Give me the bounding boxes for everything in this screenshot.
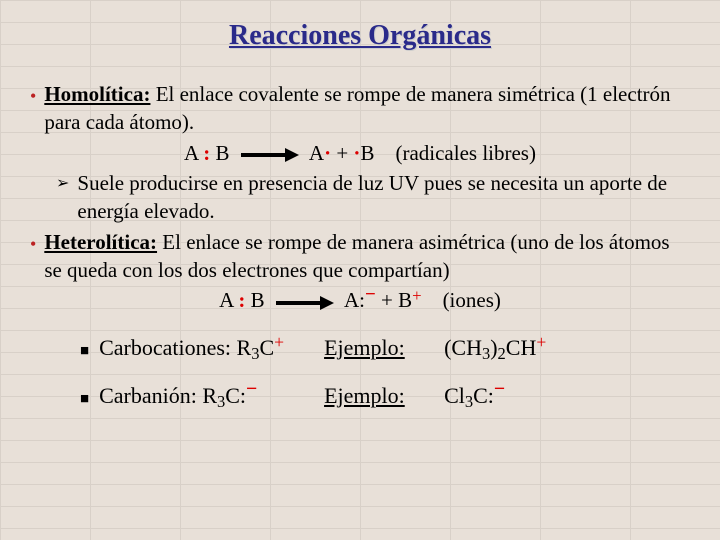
eq-ha-note: (radicales libres) (395, 141, 536, 165)
eq-he-A: A (219, 288, 238, 312)
ca-ex-C: C: (473, 383, 494, 408)
ca-ex-pre: Cl (444, 383, 465, 408)
arrow-icon (276, 296, 334, 310)
cc-example-label: Ejemplo: (324, 333, 444, 363)
square-bullet-icon: ■ (80, 341, 89, 361)
ca-pre: Carbanión: R (99, 383, 217, 408)
eq-ha-rB: B (360, 141, 374, 165)
homolitica-subpoint: ➢ Suele producirse en presencia de luz U… (56, 169, 690, 226)
cc-ex-sup: + (536, 332, 546, 352)
eq-he-plus: + B (376, 288, 412, 312)
eq-ha-A: A (184, 141, 203, 165)
cc-ex-s2: 2 (498, 344, 506, 363)
cc-pre: Carbocationes: R (99, 335, 251, 360)
eq-he-note: (iones) (443, 288, 501, 312)
carbanion-row: ■ Carbanión: R3C:− Ejemplo: Cl3C:− (80, 381, 690, 411)
ca-sub: 3 (217, 392, 225, 411)
bullet-heterolitica: • Heterolítica: El enlace se rompe de ma… (30, 228, 690, 285)
bullet-icon: • (30, 84, 36, 137)
bullet-icon: • (30, 232, 36, 285)
eq-he-B: B (245, 288, 264, 312)
cc-sup: + (274, 332, 284, 352)
eq-he-rA: A: (344, 288, 365, 312)
arrow-icon (241, 148, 299, 162)
eq-he-pos: + (412, 286, 421, 305)
ca-example-label: Ejemplo: (324, 381, 444, 411)
cc-ex-s1: 3 (482, 344, 490, 363)
ca-C: C: (225, 383, 246, 408)
ca-ex-sup: − (494, 378, 505, 400)
cc-ex-pre: (CH (444, 335, 482, 360)
eq-ha-B: B (210, 141, 229, 165)
cc-ex-mid: ) (490, 335, 497, 360)
carbanion-label: Carbanión: R3C:− (99, 381, 324, 411)
carbocation-label: Carbocationes: R3C+ (99, 333, 324, 363)
homolitica-term: Homolítica: (44, 82, 150, 106)
carbocation-row: ■ Carbocationes: R3C+ Ejemplo: (CH3)2CH+ (80, 333, 690, 363)
eq-ha-plus: + (331, 141, 353, 165)
cc-C: C (259, 335, 274, 360)
homolitica-sub-desc: Suele producirse en presencia de luz UV … (77, 169, 690, 226)
homolitica-equation: A : B A· + ·B (radicales libres) (30, 139, 690, 167)
eq-ha-rA: A (309, 141, 324, 165)
square-bullet-icon: ■ (80, 389, 89, 409)
homolitica-text: Homolítica: El enlace covalente se rompe… (44, 80, 690, 137)
heterolitica-equation: A : B A:− + B+ (iones) (30, 286, 690, 315)
cc-ex-CH: CH (506, 335, 537, 360)
chevron-icon: ➢ (56, 173, 69, 226)
bullet-homolitica: • Homolítica: El enlace covalente se rom… (30, 80, 690, 137)
ca-ex-sub: 3 (465, 392, 473, 411)
heterolitica-text: Heterolítica: El enlace se rompe de mane… (44, 228, 690, 285)
slide-title: Reacciones Orgánicas (30, 20, 690, 52)
cc-example: (CH3)2CH+ (444, 333, 546, 363)
cc-sub: 3 (251, 344, 259, 363)
eq-he-neg: − (365, 284, 376, 305)
ion-examples: ■ Carbocationes: R3C+ Ejemplo: (CH3)2CH+… (80, 333, 690, 410)
heterolitica-term: Heterolítica: (44, 230, 157, 254)
ca-sup: − (246, 378, 257, 400)
ca-example: Cl3C:− (444, 381, 505, 411)
content-area: • Homolítica: El enlace covalente se rom… (30, 80, 690, 410)
